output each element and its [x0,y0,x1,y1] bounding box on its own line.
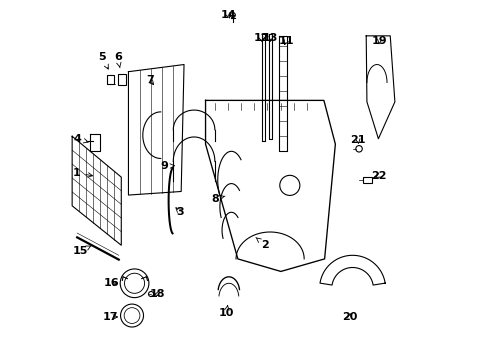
Text: 6: 6 [114,52,122,68]
Text: 8: 8 [212,194,225,204]
Text: 9: 9 [160,161,174,171]
Text: 11: 11 [278,36,294,46]
Bar [363,177,372,183]
Text: 7: 7 [146,75,154,85]
Text: 22: 22 [371,171,387,181]
Text: 15: 15 [73,246,91,256]
Bar [107,75,114,84]
Text: 19: 19 [372,36,387,46]
Text: 16: 16 [104,278,120,288]
Text: 18: 18 [150,289,165,299]
Text: 21: 21 [350,135,366,145]
Bar [118,74,126,85]
Text: 5: 5 [98,52,108,69]
Text: 17: 17 [103,312,119,322]
Text: 20: 20 [342,312,357,322]
Text: 2: 2 [256,238,269,249]
Text: 1: 1 [73,168,93,178]
Text: 12: 12 [253,33,269,43]
Text: 4: 4 [73,134,88,144]
Text: 13: 13 [263,33,278,43]
Text: 3: 3 [176,207,184,217]
Text: 14: 14 [220,10,236,20]
Text: 10: 10 [219,305,234,318]
